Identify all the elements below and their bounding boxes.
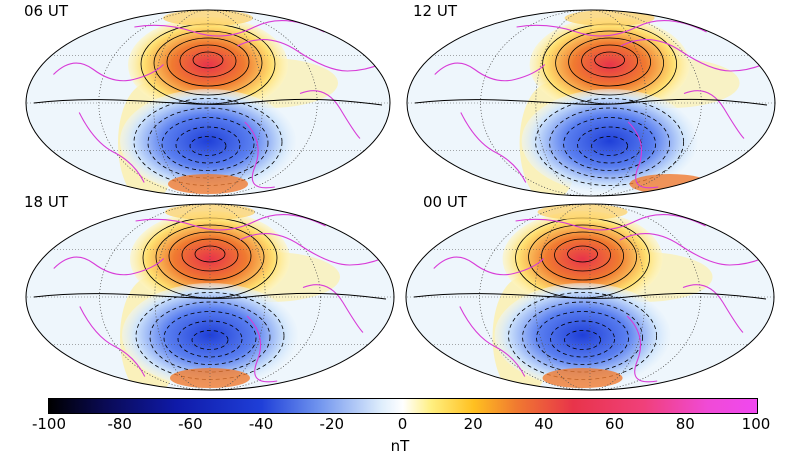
colorbar-tick-label: 20: [463, 415, 483, 433]
panel-label-06ut: 06 UT: [24, 2, 68, 20]
map-panel-12ut: [406, 9, 776, 197]
colorbar-tick-label: -80: [107, 415, 132, 433]
positive-anomaly: [529, 17, 690, 113]
colorbar-tick-label: 40: [534, 415, 554, 433]
panel-label-12ut: 12 UT: [413, 2, 457, 20]
map-panel-18ut: [25, 203, 395, 391]
map-panel-00ut: [405, 203, 775, 391]
map-outline: [25, 203, 395, 391]
colorbar-tick-label: 80: [675, 415, 695, 433]
coastlines: [53, 214, 391, 383]
colorbar-tick-label: -20: [319, 415, 345, 433]
colorbar-tick-label: -100: [31, 415, 67, 433]
colorbar-unit-label: nT: [390, 437, 410, 455]
coastlines: [434, 20, 772, 189]
colorbar-tick-label: -40: [248, 415, 274, 433]
colorbar: [48, 398, 758, 414]
colorbar-gradient: [49, 399, 757, 413]
panel-label-18ut: 18 UT: [24, 193, 68, 211]
coastlines: [433, 214, 771, 383]
colorbar-tick-label: -60: [178, 415, 203, 433]
map-outline: [405, 203, 775, 391]
colorbar-tick-label: 0: [397, 415, 408, 433]
map-panel-06ut: [25, 9, 391, 197]
coastlines: [53, 20, 388, 189]
map-outline: [25, 9, 391, 197]
colorbar-tick-label: 100: [741, 415, 771, 433]
colorbar-tick-label: 60: [605, 415, 625, 433]
positive-anomaly: [502, 211, 663, 307]
map-outline: [406, 9, 776, 197]
panel-label-00ut: 00 UT: [423, 193, 467, 211]
